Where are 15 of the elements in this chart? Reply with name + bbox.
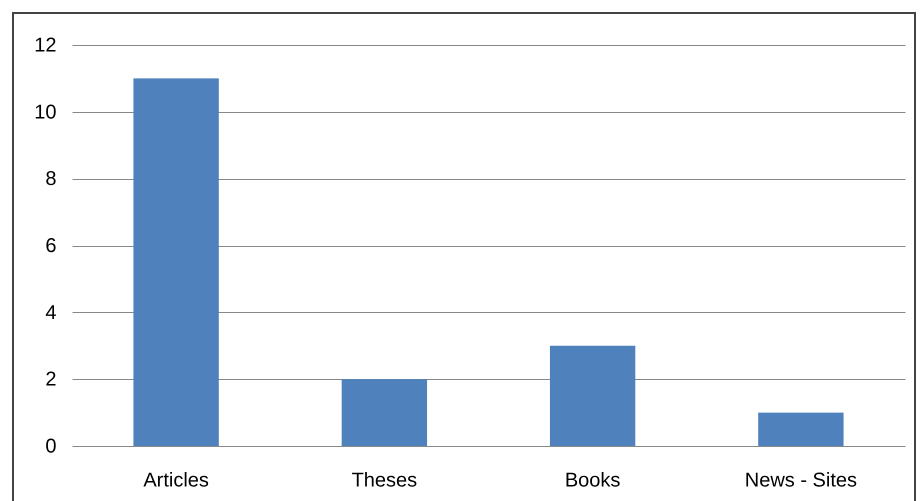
y-tick-label: 4 xyxy=(45,302,56,324)
x-tick-label: Articles xyxy=(143,470,209,492)
x-tick-label: Theses xyxy=(352,470,418,492)
y-tick-label: 12 xyxy=(34,34,56,56)
y-tick-label: 6 xyxy=(45,235,56,257)
bar xyxy=(133,78,219,446)
x-tick-label: News - Sites xyxy=(744,470,857,492)
bar xyxy=(342,379,428,446)
x-tick-label: Books xyxy=(564,470,620,492)
bar xyxy=(758,412,844,446)
y-tick-label: 0 xyxy=(45,436,56,458)
bar xyxy=(550,346,636,446)
y-tick-label: 10 xyxy=(34,101,56,124)
y-tick-label: 8 xyxy=(45,168,56,190)
y-tick-label: 2 xyxy=(45,368,56,391)
